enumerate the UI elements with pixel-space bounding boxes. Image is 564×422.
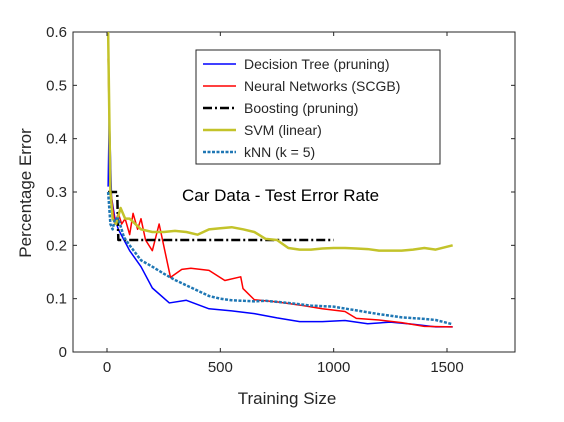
series-layer <box>106 31 453 328</box>
series-line-5 <box>106 191 453 326</box>
series-line-1 <box>107 111 453 328</box>
x-tick-label: 1000 <box>317 359 350 376</box>
legend-box <box>195 49 441 165</box>
legend: Decision Tree (pruning) Neural Networks (… <box>195 49 441 165</box>
legend-label-3: Boosting (pruning) <box>244 100 358 116</box>
y-tick-label: 0.5 <box>46 77 67 94</box>
legend-label-5: kNN (k = 5) <box>244 144 315 160</box>
y-tick-label: 0 <box>59 344 67 361</box>
legend-label-4: SVM (linear) <box>244 122 322 138</box>
x-axis-title: Training Size <box>238 389 337 408</box>
y-tick-label: 0.1 <box>46 291 67 308</box>
tick-layer: 0 500 1000 1500 0 0.1 0.2 0.3 0.4 0.5 0.6 <box>46 24 515 376</box>
y-axis-title: Percentage Error <box>16 128 35 258</box>
y-tick-label: 0.3 <box>46 184 67 201</box>
y-tick-label: 0.6 <box>46 24 67 41</box>
series-line-3 <box>108 190 334 242</box>
series-line-2 <box>107 58 453 328</box>
y-tick-label: 0.4 <box>46 131 67 148</box>
x-tick-label: 0 <box>103 359 111 376</box>
legend-label-2: Neural Networks (SCGB) <box>244 78 400 94</box>
y-tick-label: 0.2 <box>46 237 67 254</box>
annotation-text: Car Data - Test Error Rate <box>182 186 379 205</box>
x-tick-label: 500 <box>208 359 233 376</box>
legend-label-1: Decision Tree (pruning) <box>244 56 390 72</box>
x-tick-label: 1500 <box>430 359 463 376</box>
series-line-4 <box>106 31 453 252</box>
